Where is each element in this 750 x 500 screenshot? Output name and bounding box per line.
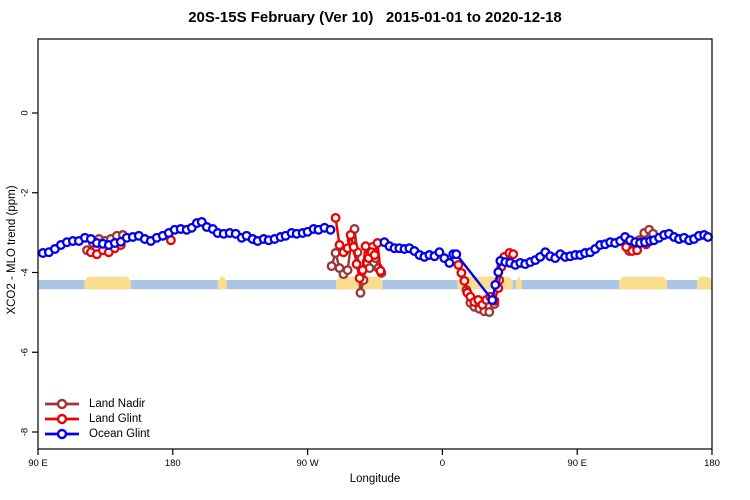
data-point bbox=[325, 224, 336, 235]
chart-title: 20S-15S February (Ver 10) 2015-01-01 to … bbox=[188, 9, 562, 26]
data-point bbox=[451, 249, 462, 260]
data-point bbox=[444, 257, 455, 268]
legend-marker-icon bbox=[45, 428, 79, 439]
land-segment-bump bbox=[698, 276, 711, 285]
legend-item-ocean-glint: Ocean Glint bbox=[42, 426, 150, 441]
data-point bbox=[487, 295, 498, 305]
data-point bbox=[348, 242, 359, 252]
legend-label: Land Nadir bbox=[89, 397, 146, 410]
plot-border bbox=[37, 38, 713, 450]
x-tick-label: 90 W bbox=[297, 458, 319, 469]
x-axis-title: Longitude bbox=[349, 473, 401, 485]
data-point bbox=[434, 247, 445, 258]
data-point bbox=[326, 261, 337, 272]
series-ocean-glint bbox=[37, 216, 713, 305]
y-tick-label: -6 bbox=[20, 348, 31, 356]
series-line bbox=[383, 232, 710, 302]
data-point bbox=[330, 248, 341, 258]
land-segment-bump bbox=[219, 276, 226, 285]
data-point bbox=[330, 212, 341, 223]
x-tick-label: 0 bbox=[440, 458, 445, 469]
data-point bbox=[342, 265, 353, 276]
data-point bbox=[357, 265, 368, 276]
land-segment-bump bbox=[85, 276, 130, 285]
legend-label: Ocean Glint bbox=[89, 427, 150, 440]
legend-label: Land Glint bbox=[89, 412, 142, 425]
data-point bbox=[351, 259, 362, 270]
data-point bbox=[508, 249, 519, 260]
data-point bbox=[369, 250, 380, 260]
data-point bbox=[345, 230, 356, 240]
land-segment bbox=[457, 280, 513, 290]
y-tick-label: -2 bbox=[20, 189, 31, 197]
data-point bbox=[453, 259, 464, 270]
data-point bbox=[355, 287, 366, 298]
land-segment bbox=[84, 280, 131, 290]
legend-item-land-nadir: Land Nadir bbox=[42, 396, 150, 411]
data-point bbox=[375, 265, 386, 276]
data-point bbox=[490, 279, 501, 290]
data-point bbox=[354, 273, 365, 284]
data-point bbox=[459, 275, 470, 286]
x-tick-label: 180 bbox=[704, 458, 720, 469]
legend-item-land-glint: Land Glint bbox=[42, 411, 150, 426]
x-tick-label: 180 bbox=[165, 458, 181, 469]
data-point bbox=[493, 267, 504, 278]
data-point bbox=[703, 232, 713, 242]
land-segment bbox=[619, 280, 668, 290]
land-segment bbox=[217, 280, 227, 290]
y-tick-label: -4 bbox=[20, 268, 31, 276]
y-tick-label: 0 bbox=[20, 110, 31, 115]
data-point bbox=[334, 240, 345, 250]
axes: 90 E 180 90 W 0 90 E 180 0 -2 -4 -6 -8 bbox=[20, 38, 720, 469]
data-point bbox=[484, 307, 495, 317]
data-point bbox=[456, 267, 467, 278]
land-segment-bump bbox=[517, 276, 521, 285]
land-segment bbox=[697, 280, 712, 290]
legend-marker-icon bbox=[45, 398, 79, 409]
legend: Land Nadir Land Glint Ocean Glint bbox=[42, 396, 150, 441]
ocean-land-band bbox=[38, 276, 712, 290]
y-tick-label: -8 bbox=[20, 428, 31, 436]
legend-marker-icon bbox=[45, 413, 79, 424]
x-tick-label: 90 E bbox=[567, 458, 587, 469]
y-axis-title: XCO2 - MLO trend (ppm) bbox=[6, 185, 18, 315]
data-point bbox=[360, 241, 371, 252]
land-segment bbox=[515, 280, 522, 290]
x-tick-label: 90 E bbox=[28, 458, 48, 469]
land-segment-bump bbox=[620, 276, 666, 285]
